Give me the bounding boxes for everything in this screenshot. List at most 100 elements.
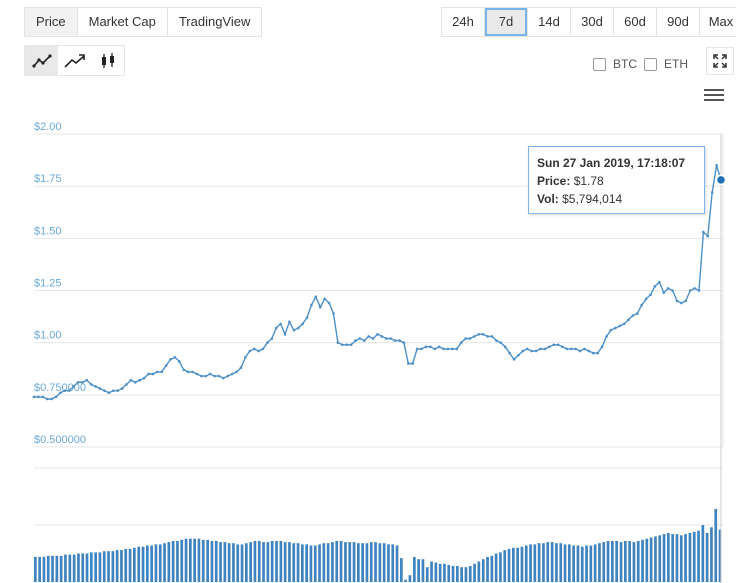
price-point	[37, 395, 40, 399]
price-point	[693, 287, 696, 290]
volume-bar	[404, 579, 407, 582]
volume-bar	[232, 543, 235, 582]
candlestick-icon	[101, 52, 114, 68]
range-30d-button[interactable]: 30d	[571, 8, 614, 36]
volume-bar	[374, 542, 377, 582]
price-point	[125, 383, 128, 386]
volume-bar	[658, 535, 662, 582]
y-tick-label: $1.75	[34, 173, 62, 185]
tab-price[interactable]: Price	[25, 8, 78, 36]
volume-bar	[598, 543, 601, 582]
price-point	[688, 289, 692, 292]
price-point	[547, 345, 551, 349]
volume-bar	[369, 542, 373, 582]
compare-eth[interactable]: ETH	[644, 57, 688, 71]
volume-bar	[158, 544, 162, 582]
price-point	[614, 326, 617, 330]
volume-bar	[568, 544, 571, 582]
volume-bar	[42, 556, 46, 582]
price-point	[420, 347, 423, 351]
volume-bar	[632, 542, 636, 582]
price-point	[283, 333, 287, 336]
eth-checkbox[interactable]	[644, 57, 657, 71]
tooltip-price-label: Price:	[537, 174, 571, 188]
chart-menu-button[interactable]	[704, 89, 724, 103]
volume-bar	[154, 544, 158, 582]
y-tick-label: $0.750000	[34, 382, 86, 394]
price-point	[442, 347, 445, 351]
btc-label: BTC	[613, 57, 637, 71]
volume-bar	[335, 541, 339, 582]
compare-btc[interactable]: BTC	[593, 57, 637, 71]
volume-bar	[576, 545, 580, 582]
volume-bar	[443, 563, 446, 582]
price-point	[32, 395, 36, 399]
price-point	[63, 389, 67, 392]
fullscreen-button[interactable]	[706, 47, 734, 75]
volume-bar	[352, 542, 356, 582]
volume-bar	[654, 536, 657, 582]
price-point	[310, 303, 313, 307]
price-point	[156, 370, 159, 374]
price-point	[200, 374, 203, 378]
volume-bar	[533, 544, 537, 582]
volume-bar	[546, 542, 550, 582]
price-point	[499, 341, 503, 344]
price-point	[583, 347, 586, 351]
price-point	[702, 230, 705, 234]
volume-bar	[641, 539, 644, 582]
price-point	[129, 378, 133, 382]
volume-bar	[266, 542, 270, 582]
price-point	[495, 339, 498, 342]
tab-market-cap[interactable]: Market Cap	[78, 8, 168, 36]
range-90d-button[interactable]: 90d	[657, 8, 700, 36]
volume-bar	[124, 548, 128, 582]
price-point	[578, 349, 582, 353]
volume-bar	[309, 545, 313, 582]
price-point	[552, 343, 555, 347]
volume-bar	[301, 544, 304, 582]
range-24h-button[interactable]: 24h	[442, 8, 485, 36]
price-point	[226, 374, 230, 378]
tab-tradingview[interactable]: TradingView	[178, 14, 251, 29]
volume-bar	[111, 551, 115, 582]
volume-bar	[572, 545, 575, 582]
volume-bar	[494, 553, 498, 582]
volume-bar	[34, 556, 37, 582]
range-7d-button[interactable]: 7d	[485, 8, 528, 36]
volume-bar	[305, 544, 308, 582]
price-point	[486, 335, 489, 338]
volume-bar	[270, 541, 274, 582]
y-tick-label: $1.00	[34, 330, 62, 342]
volume-bar	[292, 543, 296, 582]
range-60d-button[interactable]: 60d	[614, 8, 657, 36]
volume-bar	[524, 545, 528, 582]
volume-bar	[133, 547, 136, 582]
range-14d-button[interactable]: 14d	[528, 8, 571, 36]
price-point	[173, 355, 177, 359]
price-point	[367, 335, 370, 338]
price-point	[464, 337, 467, 340]
trend-chart-button[interactable]	[58, 46, 91, 75]
price-point	[671, 289, 674, 292]
btc-checkbox[interactable]	[593, 57, 606, 71]
volume-bar	[94, 552, 97, 582]
price-point	[111, 389, 115, 392]
volume-bar	[236, 544, 240, 582]
range-max-button[interactable]: Max	[708, 14, 734, 29]
price-point	[336, 341, 340, 344]
volume-bar	[365, 543, 369, 582]
price-point	[684, 299, 688, 303]
volume-bar	[296, 543, 300, 582]
volume-bar	[606, 541, 610, 582]
price-point	[332, 312, 335, 315]
volume-bar	[253, 541, 257, 582]
price-point	[446, 347, 450, 351]
price-point	[160, 370, 164, 374]
candlestick-chart-button[interactable]	[91, 46, 124, 75]
volume-bar	[197, 538, 201, 582]
volume-bar	[51, 555, 54, 582]
line-chart-button[interactable]	[25, 46, 58, 75]
price-point	[525, 347, 529, 351]
price-point	[622, 322, 626, 326]
